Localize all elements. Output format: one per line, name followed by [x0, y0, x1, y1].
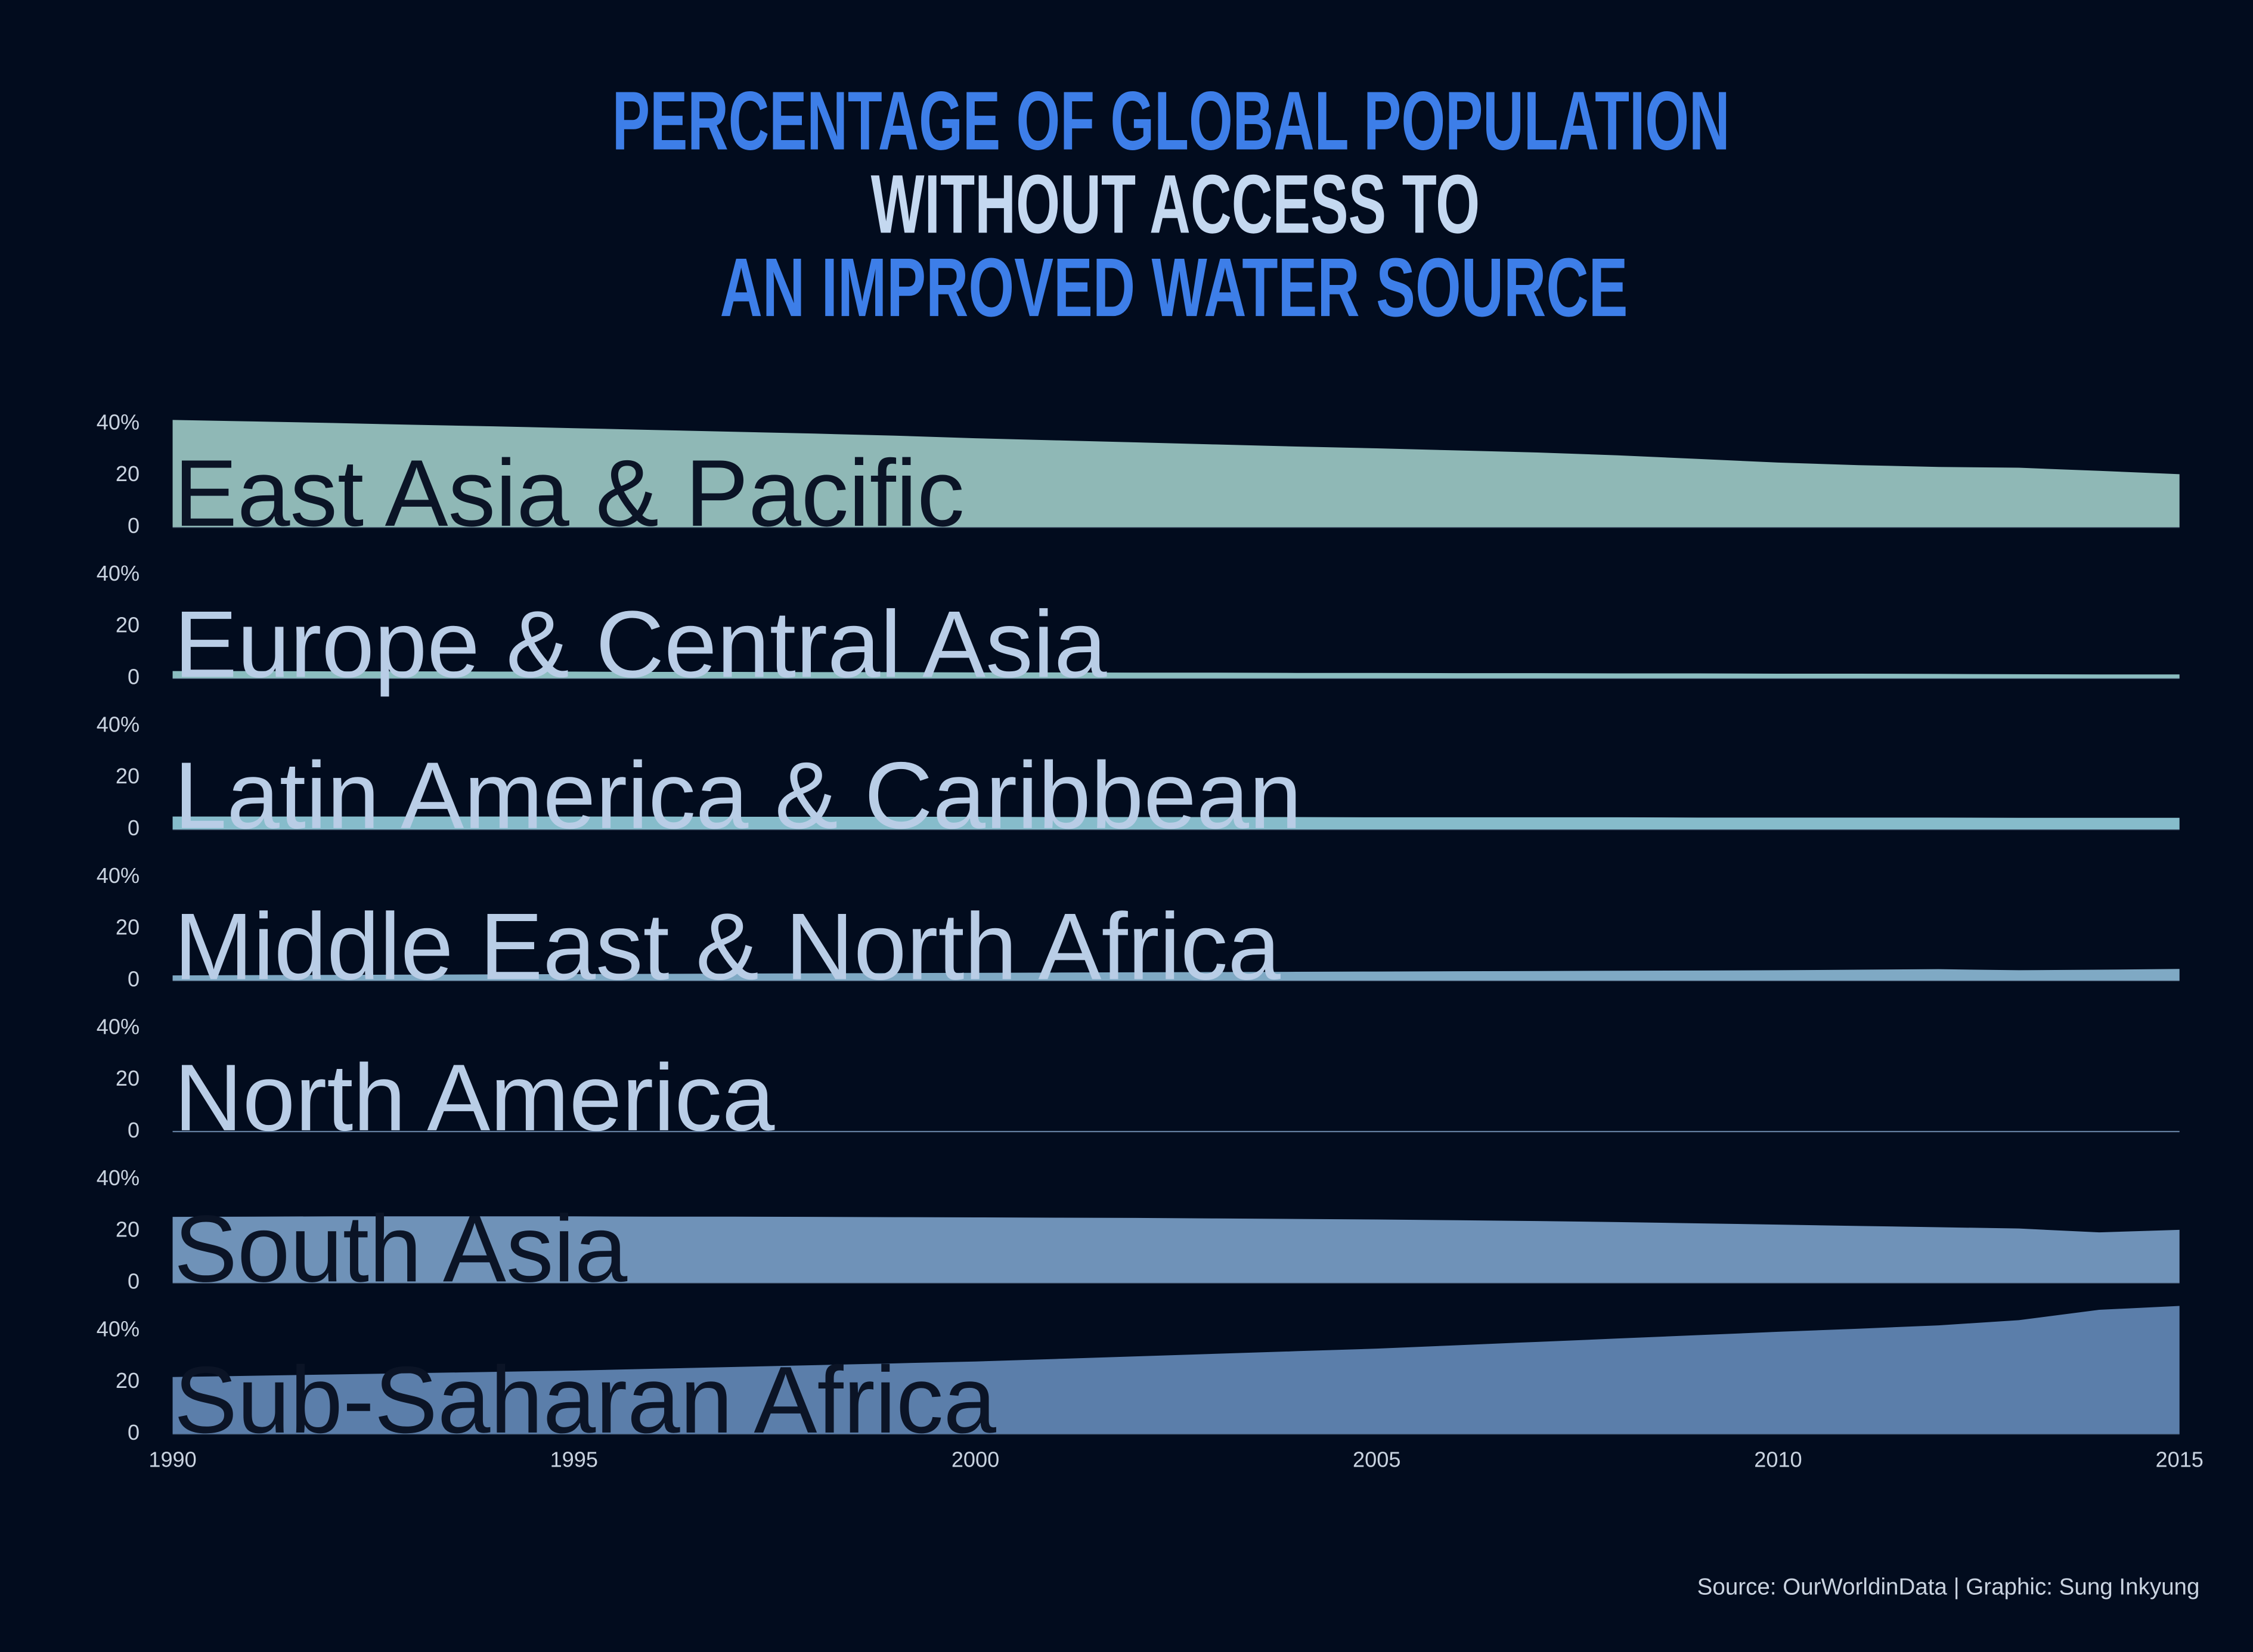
source: Source: OurWorldinData | Graphic: Sung I…	[1697, 1574, 2200, 1600]
area	[172, 1216, 2180, 1283]
y-tick-label: 40%	[97, 410, 140, 434]
x-tick-label: 2000	[952, 1448, 999, 1472]
x-tick-label: 2005	[1353, 1448, 1400, 1472]
area	[172, 1306, 2180, 1434]
y-tick-label: 0	[128, 664, 140, 689]
y-tick-label: 40%	[97, 561, 140, 585]
y-tick-label: 40%	[97, 712, 140, 736]
panel-label: Europe & Central Asia	[174, 591, 1107, 697]
panel-label: Sub-Saharan Africa	[174, 1347, 997, 1453]
panel-label: North America	[174, 1044, 775, 1151]
y-tick-label: 20	[116, 1217, 140, 1242]
y-tick-label: 0	[128, 513, 140, 538]
y-tick-label: 0	[128, 816, 140, 840]
y-tick-label: 40%	[97, 863, 140, 888]
y-tick-label: 20	[116, 1066, 140, 1090]
x-tick-label: 2010	[1754, 1448, 1802, 1472]
panel-label: East Asia & Pacific	[174, 440, 965, 546]
y-tick-label: 40%	[97, 1014, 140, 1039]
y-tick-label: 20	[116, 1368, 140, 1393]
y-tick-label: 20	[116, 764, 140, 788]
panel-label: Middle East & North Africa	[174, 893, 1281, 999]
panel-label: South Asia	[174, 1195, 628, 1301]
area	[172, 1130, 2180, 1132]
title-line: WITHOUT ACCESS TO	[871, 157, 1480, 250]
y-tick-label: 20	[116, 915, 140, 940]
title-line: PERCENTAGE OF GLOBAL POPULATION	[612, 74, 1730, 168]
y-tick-label: 0	[128, 1118, 140, 1142]
x-tick-label: 1995	[550, 1448, 598, 1472]
y-tick-label: 0	[128, 1269, 140, 1293]
area	[172, 671, 2180, 678]
x-tick-label: 1990	[148, 1448, 196, 1472]
y-tick-label: 20	[116, 461, 140, 486]
x-tick-label: 2015	[2156, 1448, 2204, 1472]
y-tick-label: 40%	[97, 1316, 140, 1341]
y-tick-label: 0	[128, 1420, 140, 1445]
area	[172, 816, 2180, 830]
y-tick-label: 0	[128, 966, 140, 991]
area	[172, 420, 2180, 528]
panel-label: Latin America & Caribbean	[174, 742, 1302, 848]
panels: 0 20 40% East Asia & Pacific 0 20 40% Europe & …	[97, 410, 2204, 1471]
y-tick-label: 40%	[97, 1166, 140, 1190]
area	[172, 969, 2180, 981]
y-tick-label: 20	[116, 613, 140, 637]
title-line: AN IMPROVED WATER SOURCE	[720, 240, 1628, 334]
